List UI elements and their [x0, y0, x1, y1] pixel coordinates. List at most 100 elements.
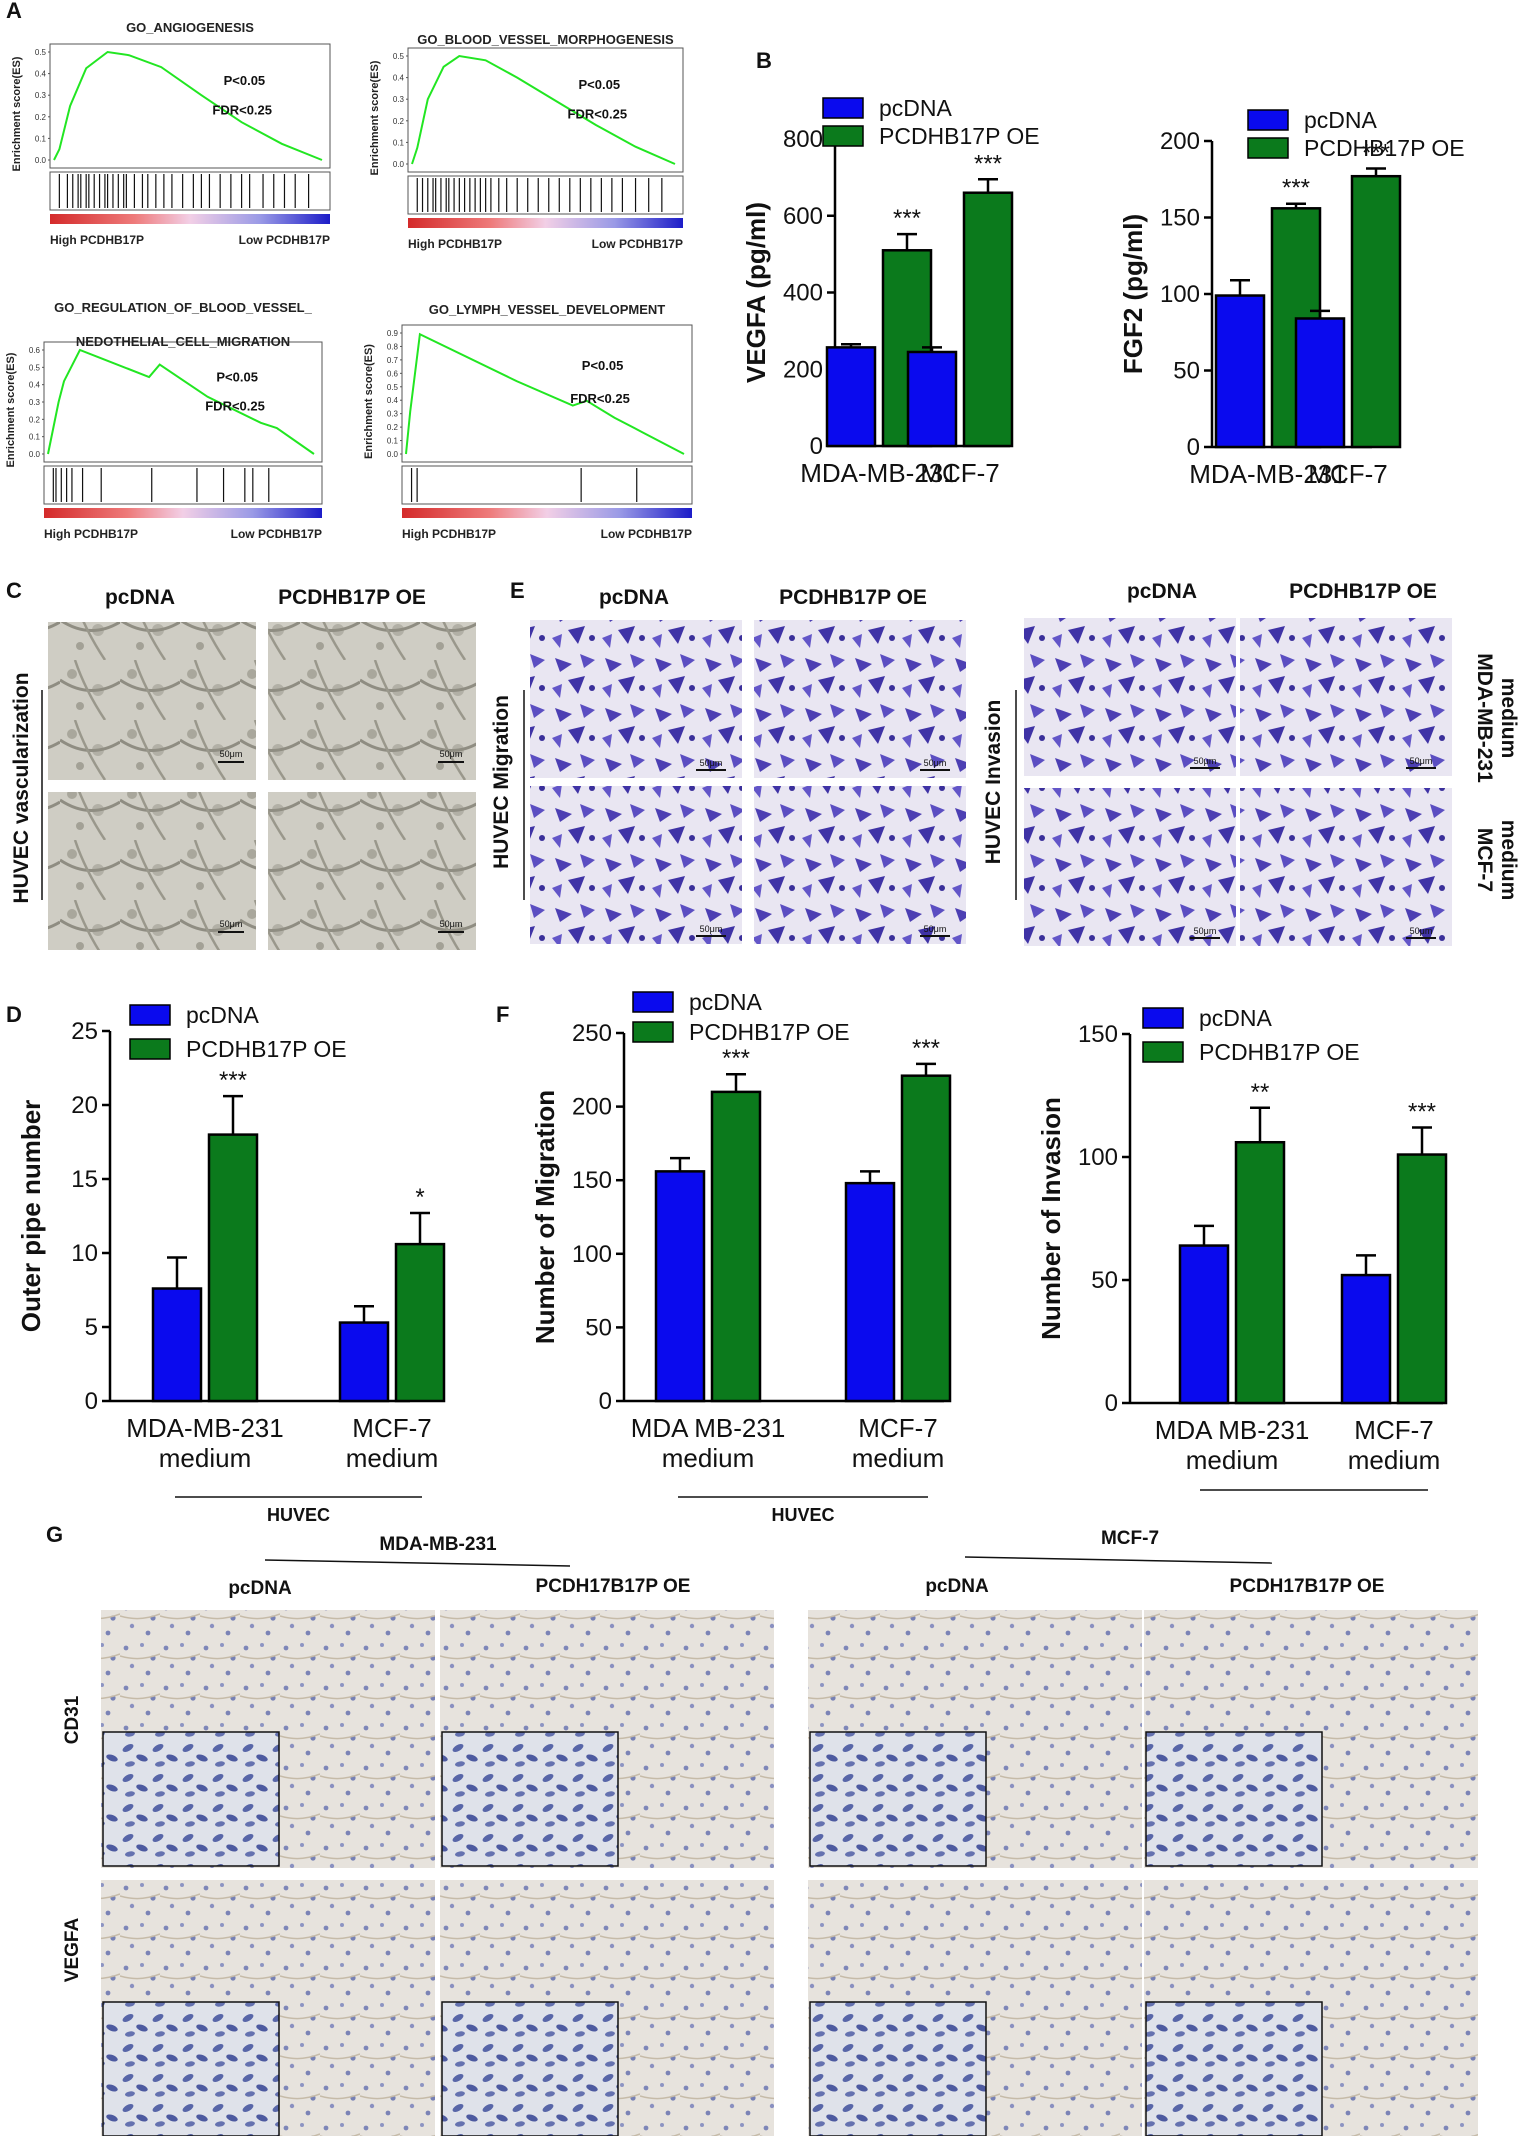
chart-f1-significance: ***: [912, 1035, 940, 1062]
chart-d-bar-oe: [207, 1133, 259, 1403]
chart-f1-ylabel: Number of Migration: [530, 1090, 560, 1344]
gsea-4-rank-heatmap: [402, 508, 692, 518]
gsea-4-hits-frame: [401, 465, 693, 505]
chart-f2-category-label: MCF-7: [1354, 1415, 1433, 1445]
gsea-4-ytick: 0.4: [387, 396, 399, 405]
chart-f2-bar-pcdna: [1340, 1273, 1392, 1405]
chart-f1-ytick-label: 50: [585, 1314, 612, 1341]
gsea-3-ytick: 0.0: [29, 450, 41, 459]
gsea-1-ytick: 0.5: [35, 48, 47, 57]
gsea-2-title: GO_BLOOD_VESSEL_MORPHOGENESIS: [417, 32, 674, 47]
ihc-zoom-inset: [102, 1731, 280, 1867]
chart-b2-significance: ***: [1362, 140, 1390, 167]
chart-b2-category-label: MCF-7: [1308, 459, 1387, 489]
chart-d-ytick-label: 5: [85, 1314, 98, 1341]
gsea-2-ytick: 0.1: [393, 138, 405, 147]
transwell-image: [1024, 788, 1236, 946]
gsea-2-ytick: 0.5: [393, 52, 405, 61]
panel-e-col4: PCDHB17P OE: [1289, 580, 1437, 603]
gsea-2-ylabel: Enrichment score(ES): [369, 60, 381, 175]
chart-f1-legend-label: PCDHB17P OE: [689, 1019, 850, 1045]
panel-g-group-line: [264, 1559, 571, 1567]
chart-d-ylabel: Outer pipe number: [16, 1100, 46, 1333]
chart-f2-category-label: medium: [1348, 1445, 1440, 1475]
chart-b1-category-label: MDA-MB-231: [800, 458, 957, 488]
chart-d-ytick-label: 25: [71, 1018, 98, 1045]
chart-f2-legend-swatch: [1142, 1041, 1184, 1063]
scale-bar-label: 50μm: [220, 749, 243, 759]
transwell-image: [530, 620, 742, 778]
chart-f2-bar-oe: [1234, 1140, 1286, 1405]
chart-b2-ytick-label: 200: [1160, 128, 1200, 155]
chart-b2-ytick-label: 150: [1160, 205, 1200, 232]
gsea-3-high-label: High PCDHB17P: [44, 527, 138, 541]
huvec-tube-image: [48, 792, 256, 950]
gsea-4-title: GO_LYMPH_VESSEL_DEVELOPMENT: [429, 302, 666, 317]
gsea-3-title: GO_REGULATION_OF_BLOOD_VESSEL_: [54, 300, 312, 315]
chart-b2-ytick-label: 0: [1187, 434, 1200, 461]
gsea-2-high-label: High PCDHB17P: [408, 237, 502, 251]
chart-b1-ytick-label: 400: [783, 280, 823, 307]
chart-b2-bar-oe: [1350, 174, 1402, 449]
chart-d-ytick-label: 10: [71, 1240, 98, 1267]
chart-f2-ytick-label: 100: [1078, 1144, 1118, 1171]
gsea-1-hits-frame: [49, 171, 331, 211]
panel-label-d: D: [6, 1002, 22, 1027]
gsea-4-fdr-value: FDR<0.25: [570, 391, 630, 406]
chart-b1-ylabel: VEGFA (pg/ml): [741, 202, 771, 383]
chart-d-category-label: MCF-7: [352, 1413, 431, 1443]
chart-b1-bar-pcdna: [825, 346, 877, 448]
chart-f1-ytick-label: 150: [572, 1167, 612, 1194]
gsea-3-ylabel: Enrichment score(ES): [5, 352, 17, 467]
chart-f2-significance: ***: [1408, 1098, 1436, 1125]
gsea-2-ytick: 0.2: [393, 117, 405, 126]
chart-b2-significance: ***: [1282, 175, 1310, 202]
gsea-2-fdr-value: FDR<0.25: [568, 107, 628, 122]
chart-f2-ytick-label: 50: [1091, 1267, 1118, 1294]
gsea-2-low-label: Low PCDHB17P: [592, 237, 683, 251]
gsea-2-ytick: 0.0: [393, 160, 405, 169]
panel-e-row2-label-a: MCF-7: [1473, 828, 1496, 892]
gsea-4-es-curve: [405, 332, 685, 455]
panel-e-side-migration: HUVEC Migration: [490, 695, 513, 869]
chart-d-ytick-label: 15: [71, 1166, 98, 1193]
gsea-3-hits-frame: [43, 465, 323, 505]
chart-f1-bar-pcdna: [654, 1170, 706, 1403]
gsea-2-rank-heatmap: [408, 218, 683, 228]
gsea-1-ylabel: Enrichment score(ES): [11, 56, 23, 171]
panel-label-e: E: [510, 578, 525, 603]
panel-g-col-pcdna-2: pcDNA: [925, 1576, 989, 1597]
scale-bar-label: 50μm: [700, 924, 723, 934]
scale-bar-label: 50μm: [1194, 756, 1217, 766]
chart-f1-bar-oe: [710, 1090, 762, 1403]
ihc-zoom-inset: [809, 1731, 987, 1867]
gsea-3-ytick: 0.1: [29, 433, 41, 442]
chart-f1-bar-oe: [900, 1074, 952, 1403]
chart-b2-legend-swatch: [1247, 137, 1289, 159]
panel-e-col1: pcDNA: [599, 586, 669, 609]
chart-b1-legend-swatch: [822, 97, 864, 119]
scale-bar-label: 50μm: [924, 758, 947, 768]
chart-f2-bar-pcdna: [1178, 1244, 1230, 1405]
gsea-2-es-curve: [411, 54, 676, 165]
chart-f2-category-label: MDA MB-231: [1155, 1415, 1310, 1445]
chart-b1-legend-swatch: [822, 125, 864, 147]
chart-f2-bar-oe: [1396, 1153, 1448, 1405]
scale-bar-label: 50μm: [924, 924, 947, 934]
gsea-3-ytick: 0.4: [29, 381, 41, 390]
gsea-1-es-curve: [53, 50, 323, 161]
chart-f1-ytick-label: 0: [599, 1388, 612, 1415]
chart-f2-legend-swatch: [1142, 1007, 1184, 1029]
gsea-4-ytick: 0.3: [387, 410, 399, 419]
transwell-image: [530, 786, 742, 944]
gsea-4-high-label: High PCDHB17P: [402, 527, 496, 541]
chart-d-bar-oe: [394, 1242, 446, 1403]
gsea-1-ytick: 0.1: [35, 134, 47, 143]
chart-f1-category-label: MDA MB-231: [631, 1413, 786, 1443]
chart-d-legend-label: pcDNA: [186, 1002, 260, 1028]
gsea-3-plot-frame: [43, 341, 323, 463]
gsea-4-ytick: 0.9: [387, 329, 399, 338]
chart-d-significance: ***: [219, 1067, 247, 1094]
chart-b2-bar-pcdna: [1294, 317, 1346, 449]
